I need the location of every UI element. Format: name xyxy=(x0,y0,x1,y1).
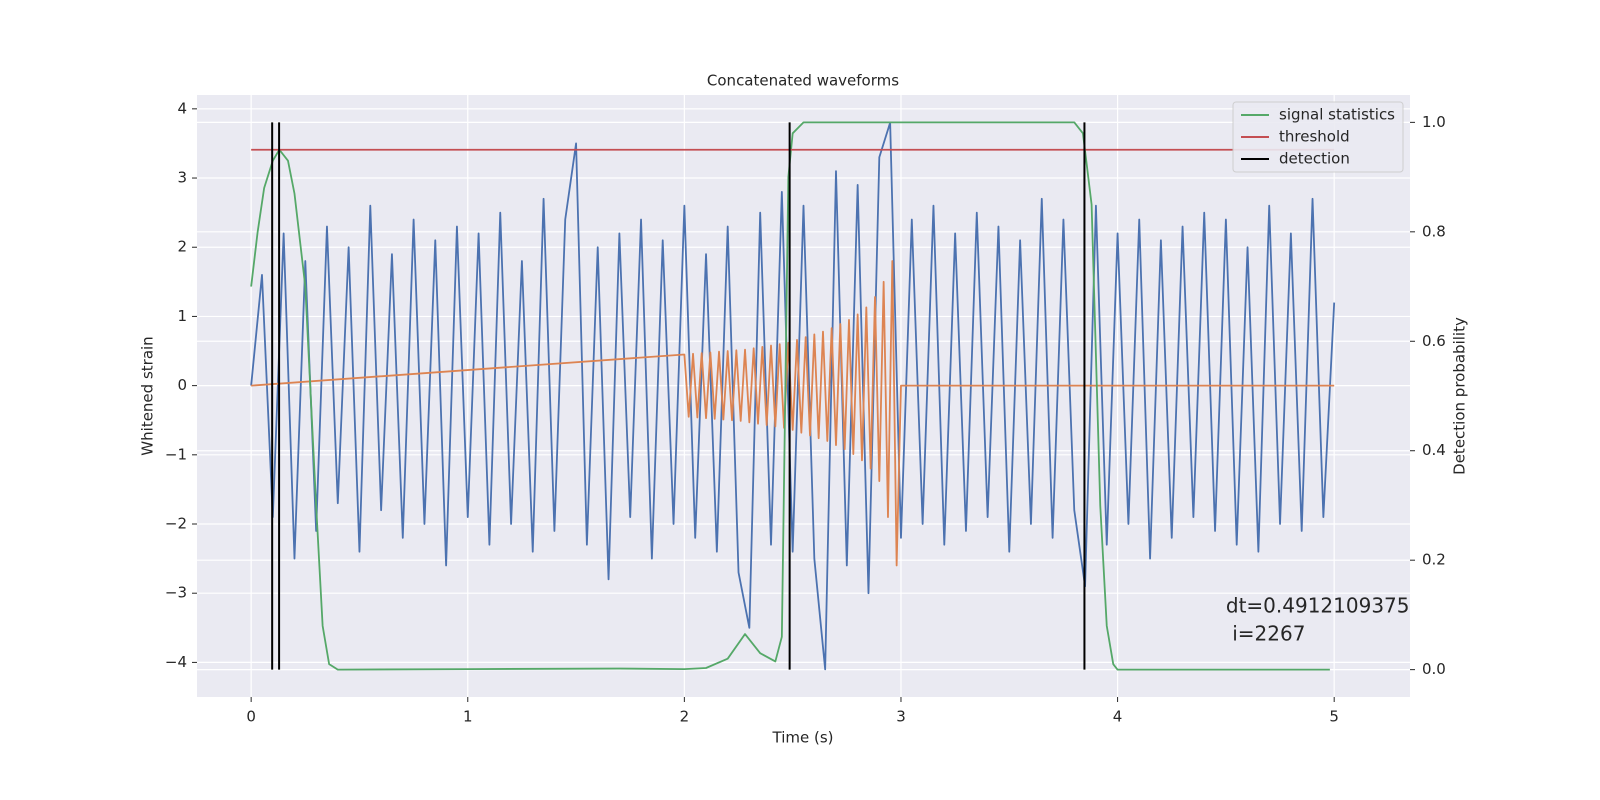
y2-tick-label: 0.0 xyxy=(1422,660,1446,678)
chart-title: Concatenated waveforms xyxy=(707,72,899,90)
y-tick-label: 2 xyxy=(177,238,187,256)
y2-axis-label: Detection probability xyxy=(1451,317,1469,475)
legend-label: detection xyxy=(1279,150,1350,168)
x-tick-label: 5 xyxy=(1329,708,1339,726)
legend-label: threshold xyxy=(1279,128,1350,146)
x-tick-label: 0 xyxy=(246,708,256,726)
y2-tick-label: 0.4 xyxy=(1422,441,1446,459)
y2-tick-label: 0.6 xyxy=(1422,332,1446,350)
y-tick-label: −4 xyxy=(165,653,187,671)
series-line xyxy=(250,121,1330,671)
y2-tick-label: 1.0 xyxy=(1422,113,1446,131)
y2-tick-label: 0.2 xyxy=(1422,551,1446,569)
legend-label: signal statistics xyxy=(1279,106,1395,124)
y-tick-label: −3 xyxy=(165,584,187,602)
y-axis-label: Whitened strain xyxy=(139,336,157,455)
x-tick-label: 2 xyxy=(680,708,690,726)
y-tick-label: 4 xyxy=(177,99,187,117)
series-line xyxy=(250,121,1336,671)
x-tick-label: 4 xyxy=(1113,708,1123,726)
x-tick-label: 1 xyxy=(463,708,473,726)
legend-box xyxy=(1232,101,1404,173)
y-tick-label: 1 xyxy=(177,307,187,325)
x-tick-label: 3 xyxy=(896,708,906,726)
series-line xyxy=(251,260,1335,567)
y2-tick-label: 0.8 xyxy=(1422,222,1446,240)
x-axis-label: Time (s) xyxy=(772,729,834,747)
y-tick-label: −1 xyxy=(165,445,187,463)
annotation: i=2267 xyxy=(1226,622,1306,646)
y-tick-label: −2 xyxy=(165,515,187,533)
y-tick-label: 0 xyxy=(177,376,187,394)
y-tick-label: 3 xyxy=(177,169,187,187)
annotation: dt=0.4912109375 xyxy=(1226,594,1410,618)
